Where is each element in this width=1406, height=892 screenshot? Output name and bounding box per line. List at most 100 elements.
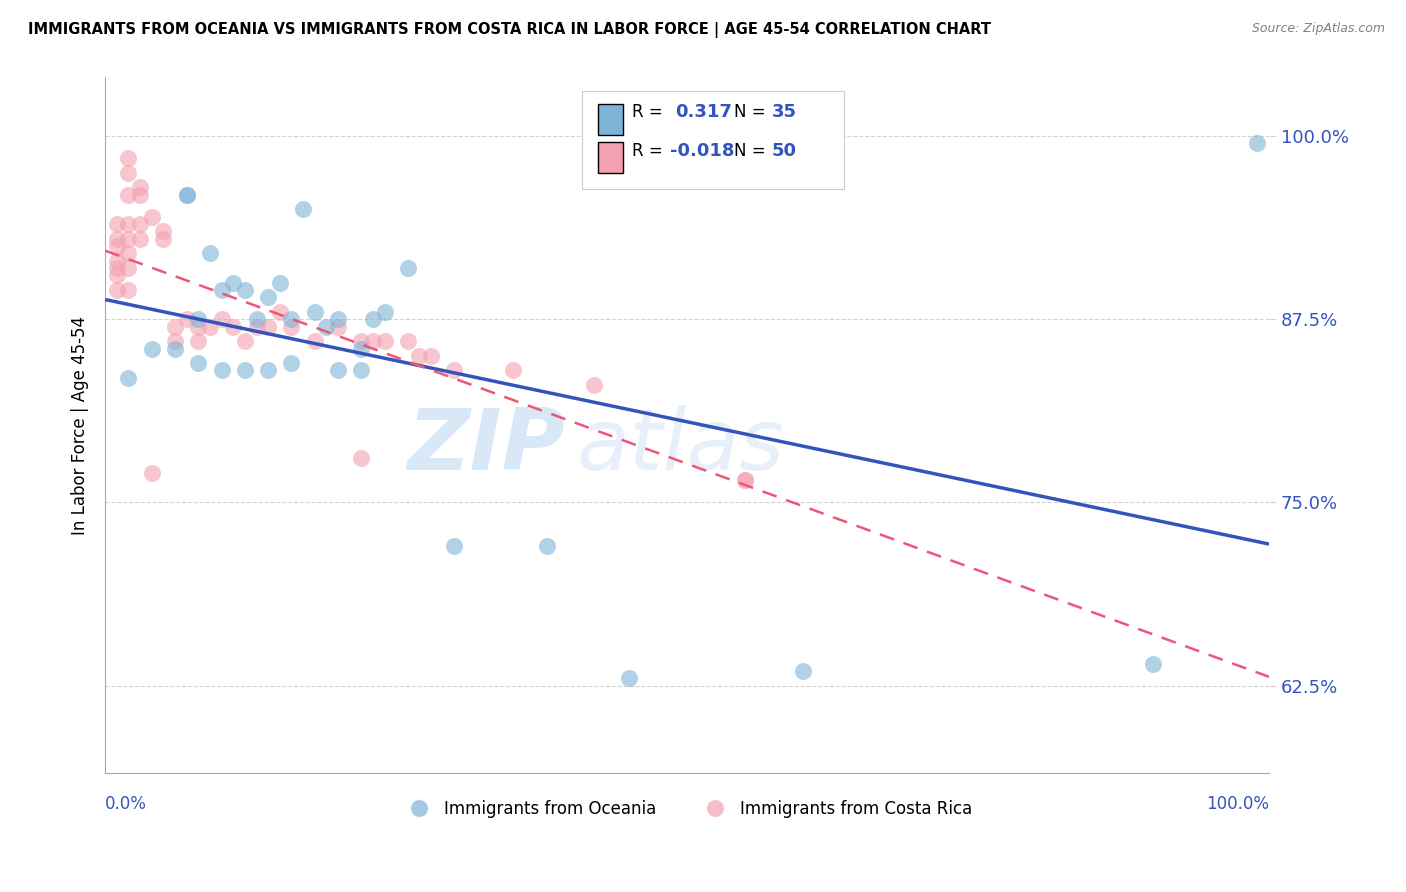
Point: [117, 217, 139, 231]
Point: [105, 232, 128, 246]
Point: [187, 312, 209, 326]
Point: [396, 260, 419, 275]
Text: 35: 35: [772, 103, 797, 121]
Point: [176, 312, 198, 326]
Point: [105, 217, 128, 231]
Text: 0.0%: 0.0%: [105, 796, 148, 814]
Point: [117, 246, 139, 260]
Point: [280, 356, 302, 370]
Point: [350, 451, 373, 466]
Text: IMMIGRANTS FROM OCEANIA VS IMMIGRANTS FROM COSTA RICA IN LABOR FORCE | AGE 45-54: IMMIGRANTS FROM OCEANIA VS IMMIGRANTS FR…: [28, 22, 991, 38]
Text: Source: ZipAtlas.com: Source: ZipAtlas.com: [1251, 22, 1385, 36]
Point: [117, 187, 139, 202]
Point: [269, 276, 291, 290]
Text: ZIP: ZIP: [408, 405, 565, 488]
Point: [350, 342, 373, 356]
Point: [326, 363, 349, 377]
Point: [734, 474, 756, 488]
Point: [280, 319, 302, 334]
Point: [233, 283, 256, 297]
FancyBboxPatch shape: [598, 103, 623, 135]
Point: [304, 305, 326, 319]
Point: [233, 334, 256, 348]
Point: [502, 363, 524, 377]
Point: [198, 319, 221, 334]
Point: [582, 378, 605, 392]
Point: [187, 334, 209, 348]
Legend: Immigrants from Oceania, Immigrants from Costa Rica: Immigrants from Oceania, Immigrants from…: [395, 793, 979, 824]
Point: [245, 312, 267, 326]
Point: [187, 356, 209, 370]
Text: -0.018: -0.018: [669, 142, 734, 160]
Point: [117, 232, 139, 246]
Point: [117, 260, 139, 275]
Point: [129, 232, 152, 246]
Point: [163, 319, 186, 334]
Point: [117, 283, 139, 297]
Point: [257, 290, 280, 304]
Point: [257, 363, 280, 377]
Point: [617, 671, 640, 685]
Point: [245, 319, 267, 334]
Point: [1142, 657, 1164, 671]
Point: [350, 363, 373, 377]
Point: [257, 319, 280, 334]
Point: [105, 260, 128, 275]
Point: [373, 305, 395, 319]
Point: [304, 334, 326, 348]
Point: [420, 349, 443, 363]
Point: [443, 539, 465, 553]
Point: [105, 253, 128, 268]
Point: [163, 342, 186, 356]
Point: [350, 334, 373, 348]
Point: [373, 334, 395, 348]
Point: [211, 312, 233, 326]
Point: [280, 312, 302, 326]
Point: [734, 474, 756, 488]
Point: [1246, 136, 1268, 151]
Text: atlas: atlas: [576, 405, 785, 488]
Point: [141, 466, 163, 480]
Text: N =: N =: [734, 103, 765, 121]
FancyBboxPatch shape: [598, 142, 623, 173]
Point: [326, 312, 349, 326]
Point: [117, 166, 139, 180]
Text: R =: R =: [633, 142, 664, 160]
Text: R =: R =: [633, 103, 664, 121]
Point: [176, 187, 198, 202]
Point: [105, 239, 128, 253]
Point: [163, 334, 186, 348]
Point: [315, 319, 337, 334]
Point: [176, 187, 198, 202]
Point: [129, 217, 152, 231]
Point: [105, 268, 128, 283]
Point: [222, 319, 245, 334]
Point: [361, 334, 384, 348]
Text: 50: 50: [772, 142, 797, 160]
Point: [211, 283, 233, 297]
Point: [443, 363, 465, 377]
Text: 100.0%: 100.0%: [1206, 796, 1270, 814]
Point: [269, 305, 291, 319]
Point: [187, 319, 209, 334]
Point: [141, 342, 163, 356]
Point: [198, 246, 221, 260]
Point: [152, 224, 174, 238]
Point: [396, 334, 419, 348]
Text: N =: N =: [734, 142, 765, 160]
Point: [105, 283, 128, 297]
Point: [152, 232, 174, 246]
Text: 0.317: 0.317: [675, 103, 733, 121]
Point: [211, 363, 233, 377]
Point: [129, 180, 152, 194]
Point: [292, 202, 315, 217]
Point: [408, 349, 430, 363]
Point: [129, 187, 152, 202]
Point: [792, 664, 814, 678]
Point: [117, 371, 139, 385]
Point: [361, 312, 384, 326]
Point: [233, 363, 256, 377]
Point: [326, 319, 349, 334]
Point: [141, 210, 163, 224]
Point: [536, 539, 558, 553]
